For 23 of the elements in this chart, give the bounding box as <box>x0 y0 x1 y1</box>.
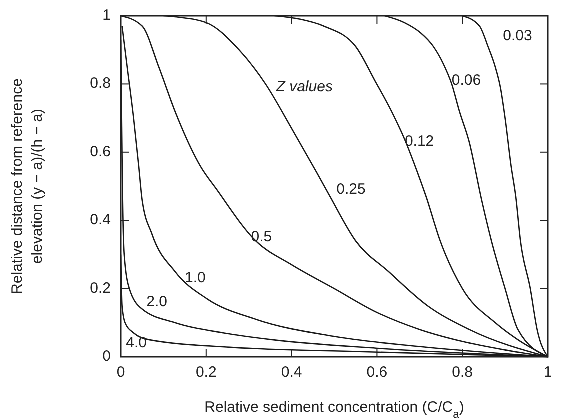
series-label: 0.12 <box>404 133 434 150</box>
y-tick-label: 1 <box>102 6 111 24</box>
y-tick-label: 0.6 <box>90 143 111 160</box>
series-label: 0.06 <box>452 72 482 89</box>
series-label: 1.0 <box>185 270 206 287</box>
x-tick-label: 1 <box>544 364 552 381</box>
x-tick-label: 0 <box>116 364 126 381</box>
y-axis-title: Relative distance from reference elevation (y − a)/(h − a) <box>9 78 46 294</box>
x-axis-title: Relative sediment concentration (C/C$_{a}$) <box>204 399 464 420</box>
x-tick-label: 0.4 <box>281 364 302 381</box>
x-tick-label: 0.6 <box>366 364 388 381</box>
series-label: 2.0 <box>146 293 168 310</box>
y-tick-label: 0.2 <box>90 280 111 297</box>
y-tick-label: 0 <box>102 348 111 365</box>
series-label: 0.25 <box>336 180 366 198</box>
series-label: 0.5 <box>251 228 272 246</box>
series-label: 4.0 <box>126 334 147 352</box>
y-tick-label: 0.8 <box>90 75 111 92</box>
legend-title: Z values <box>275 78 334 96</box>
x-tick-label: 0.2 <box>196 364 217 381</box>
x-tick-label: 0.8 <box>452 364 474 381</box>
y-tick-label: 0.4 <box>90 212 111 229</box>
series-label: 0.03 <box>503 27 532 44</box>
